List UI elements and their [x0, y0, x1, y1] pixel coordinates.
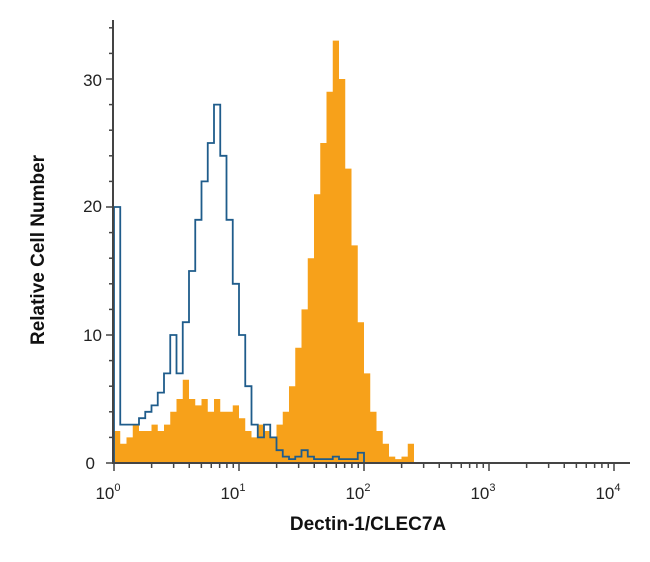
- x-tick-labels: 100 101 102 103 104: [95, 482, 620, 503]
- histogram-series-isotype-control: [113, 103, 365, 463]
- x-tick-label: 100: [95, 482, 120, 503]
- x-axis-label: Dectin-1/CLEC7A: [290, 514, 447, 535]
- ticks-layer: [106, 27, 615, 471]
- x-tick-label: 101: [220, 482, 245, 503]
- y-axis-label: Relative Cell Number: [28, 154, 49, 345]
- y-tick-label: 20: [83, 197, 102, 216]
- y-tick-label: 10: [83, 326, 102, 345]
- y-tick-label: 30: [83, 71, 102, 90]
- x-tick-label: 104: [595, 482, 620, 503]
- y-tick-label: 0: [86, 454, 95, 473]
- x-tick-label: 102: [345, 482, 370, 503]
- x-tick-label: 103: [470, 482, 495, 503]
- histogram-series-stained: [114, 40, 414, 463]
- series-layer: [113, 40, 414, 463]
